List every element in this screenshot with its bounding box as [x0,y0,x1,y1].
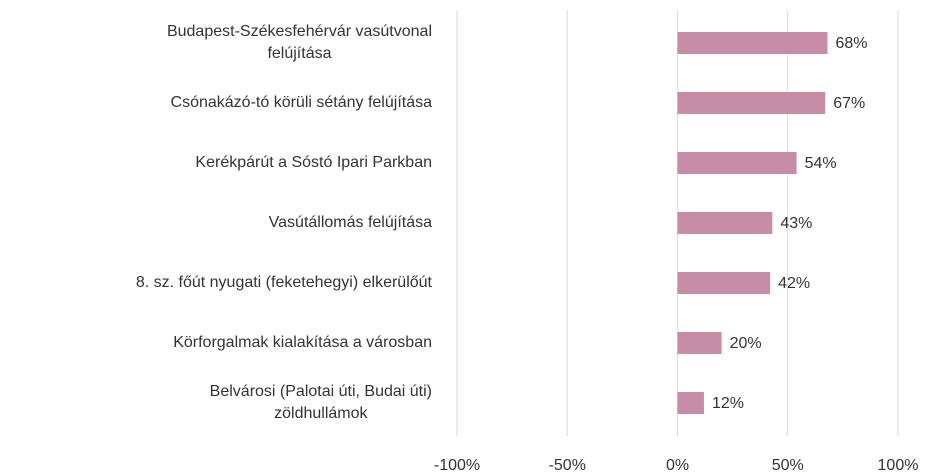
value-label: 12% [712,395,744,412]
y-tick-label: Belvárosi (Palotai úti, Budai úti) zöldh… [209,383,432,422]
y-tick-label: 8. sz. főút nyugati (feketehegyi) elkerü… [135,274,432,291]
value-label: 67% [833,95,865,112]
bar [677,332,722,354]
bar [677,212,773,234]
bar [677,392,704,414]
x-tick-label: -100% [434,457,480,474]
y-tick-label: Kerékpárút a Sóstó Ipari Parkban [195,154,432,171]
x-tick-label: 50% [772,457,804,474]
y-tick-label: Budapest-Székesfehérvár vasútvonal felúj… [166,23,432,62]
y-tick-label: Körforgalmak kialakítása a városban [173,334,432,351]
value-label: 20% [730,335,762,352]
value-label: 42% [778,275,810,292]
value-label: 54% [805,155,837,172]
bar [677,32,828,54]
bar [677,92,826,114]
x-tick-label: -50% [549,457,586,474]
y-tick-label: Vasútállomás felújítása [268,214,432,231]
x-tick-label: 100% [878,457,919,474]
x-tick-label: 0% [666,457,689,474]
value-label: 68% [835,35,867,52]
y-tick-label: Csónakázó-tó körüli sétány felújítása [170,94,432,111]
bar [677,272,771,294]
value-label: 43% [780,215,812,232]
bar [677,152,797,174]
